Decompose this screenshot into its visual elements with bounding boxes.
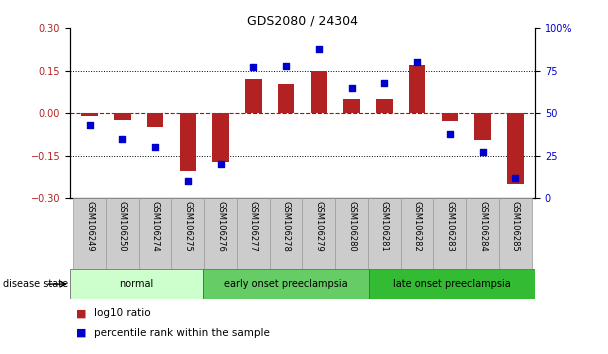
Bar xyxy=(73,198,106,269)
Point xyxy=(347,85,356,91)
Bar xyxy=(302,198,335,269)
Text: GSM106249: GSM106249 xyxy=(85,201,94,252)
Bar xyxy=(204,198,237,269)
Text: percentile rank within the sample: percentile rank within the sample xyxy=(94,328,270,338)
Bar xyxy=(376,99,393,113)
Bar xyxy=(106,198,139,269)
Bar xyxy=(466,198,499,269)
Text: log10 ratio: log10 ratio xyxy=(94,308,151,318)
Text: GSM106281: GSM106281 xyxy=(380,201,389,252)
Bar xyxy=(401,198,434,269)
Point xyxy=(412,59,422,65)
Point xyxy=(117,136,127,142)
Text: ■: ■ xyxy=(76,308,86,318)
Bar xyxy=(237,198,270,269)
Point xyxy=(150,144,160,150)
Text: GSM106276: GSM106276 xyxy=(216,201,225,252)
Bar xyxy=(245,79,261,113)
Bar xyxy=(335,198,368,269)
Point xyxy=(478,149,488,155)
Text: ■: ■ xyxy=(76,328,86,338)
Text: late onset preeclampsia: late onset preeclampsia xyxy=(393,279,511,289)
Text: GSM106285: GSM106285 xyxy=(511,201,520,252)
Bar xyxy=(441,113,458,121)
Bar xyxy=(507,113,523,184)
Text: GSM106280: GSM106280 xyxy=(347,201,356,252)
Bar xyxy=(203,269,369,299)
Bar xyxy=(139,198,171,269)
Text: disease state: disease state xyxy=(3,279,68,289)
Bar xyxy=(147,113,164,127)
Bar xyxy=(434,198,466,269)
Text: GSM106279: GSM106279 xyxy=(314,201,323,252)
Point xyxy=(282,63,291,69)
Text: GSM106250: GSM106250 xyxy=(118,201,127,252)
Point xyxy=(511,175,520,181)
Bar xyxy=(212,113,229,162)
Text: GSM106278: GSM106278 xyxy=(282,201,291,252)
Point xyxy=(445,131,455,137)
Bar xyxy=(474,113,491,140)
Text: normal: normal xyxy=(119,279,153,289)
Text: early onset preeclampsia: early onset preeclampsia xyxy=(224,279,348,289)
Bar xyxy=(311,71,327,113)
Bar xyxy=(369,269,535,299)
Bar xyxy=(70,269,203,299)
Text: GSM106284: GSM106284 xyxy=(478,201,487,252)
Bar xyxy=(81,113,98,116)
Bar xyxy=(368,198,401,269)
Text: GSM106283: GSM106283 xyxy=(446,201,454,252)
Bar xyxy=(409,65,426,113)
Title: GDS2080 / 24304: GDS2080 / 24304 xyxy=(247,14,358,27)
Text: GSM106274: GSM106274 xyxy=(151,201,159,252)
Point xyxy=(183,178,193,184)
Point xyxy=(249,64,258,70)
Point xyxy=(314,46,323,52)
Bar xyxy=(171,198,204,269)
Bar xyxy=(270,198,303,269)
Text: GSM106277: GSM106277 xyxy=(249,201,258,252)
Point xyxy=(379,80,389,86)
Bar xyxy=(344,99,360,113)
Bar xyxy=(278,84,294,113)
Point xyxy=(85,122,94,128)
Bar xyxy=(179,113,196,171)
Text: GSM106282: GSM106282 xyxy=(413,201,421,252)
Bar xyxy=(114,113,131,120)
Bar xyxy=(499,198,532,269)
Point xyxy=(216,161,226,167)
Text: GSM106275: GSM106275 xyxy=(184,201,192,252)
